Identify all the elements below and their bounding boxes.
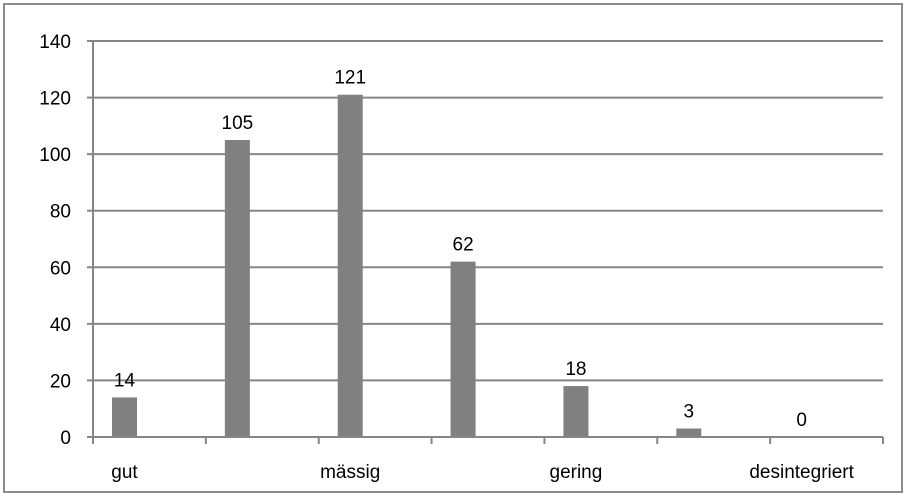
bar [224,140,250,437]
data-label: 3 [683,402,694,423]
y-tick-label: 80 [50,202,71,223]
y-tick-label: 40 [50,315,71,336]
gridlines [93,40,883,382]
x-category-label: gering [550,462,603,483]
bar [337,94,363,437]
y-tick-labels: 0 20 40 60 80 100 120 140 [39,32,71,449]
x-category-label: desintegriert [749,462,854,483]
data-label: 105 [222,113,254,134]
data-label: 62 [453,235,474,256]
y-tick-label: 100 [39,145,71,166]
bars [112,94,702,437]
axes [87,40,884,444]
bar [676,428,702,437]
data-label: 0 [796,410,807,431]
data-labels: 14 105 121 62 18 3 0 [114,68,807,431]
y-tick-label: 60 [50,258,71,279]
y-tick-label: 20 [50,371,71,392]
y-tick-label: 0 [60,428,71,449]
bar [563,386,589,437]
bar [450,261,476,437]
x-category-label: gut [111,462,138,483]
x-category-labels: gut mässig gering desintegriert [111,462,854,483]
data-label: 18 [565,359,586,380]
data-label: 121 [334,68,366,89]
data-label: 14 [114,370,136,391]
y-tick-label: 140 [39,32,71,53]
bar [112,397,137,437]
x-category-label: mässig [320,462,380,483]
y-tick-label: 120 [39,89,71,110]
